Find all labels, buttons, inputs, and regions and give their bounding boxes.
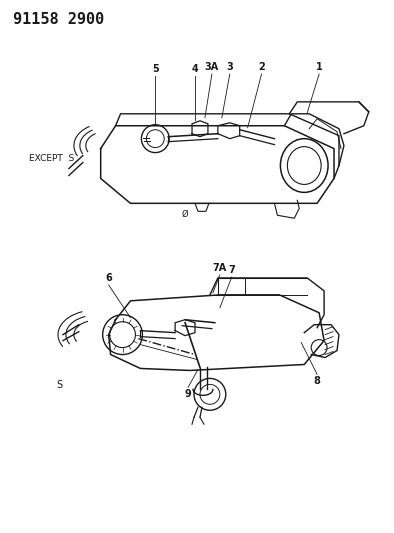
Text: 5: 5 [152,64,159,74]
Text: Ø: Ø [182,211,188,219]
Text: 7: 7 [229,265,235,275]
Text: 2: 2 [258,62,265,72]
Text: 3: 3 [227,62,233,72]
Text: 8: 8 [314,376,321,386]
Text: EXCEPT  S: EXCEPT S [29,154,74,163]
Text: 9: 9 [185,389,191,399]
Text: 7A: 7A [213,263,227,273]
Text: 91158 2900: 91158 2900 [13,12,104,27]
Text: 6: 6 [105,273,112,283]
Text: 1: 1 [316,62,323,72]
Text: 3A: 3A [205,62,219,72]
Text: 4: 4 [191,64,199,74]
Text: S: S [56,381,62,390]
